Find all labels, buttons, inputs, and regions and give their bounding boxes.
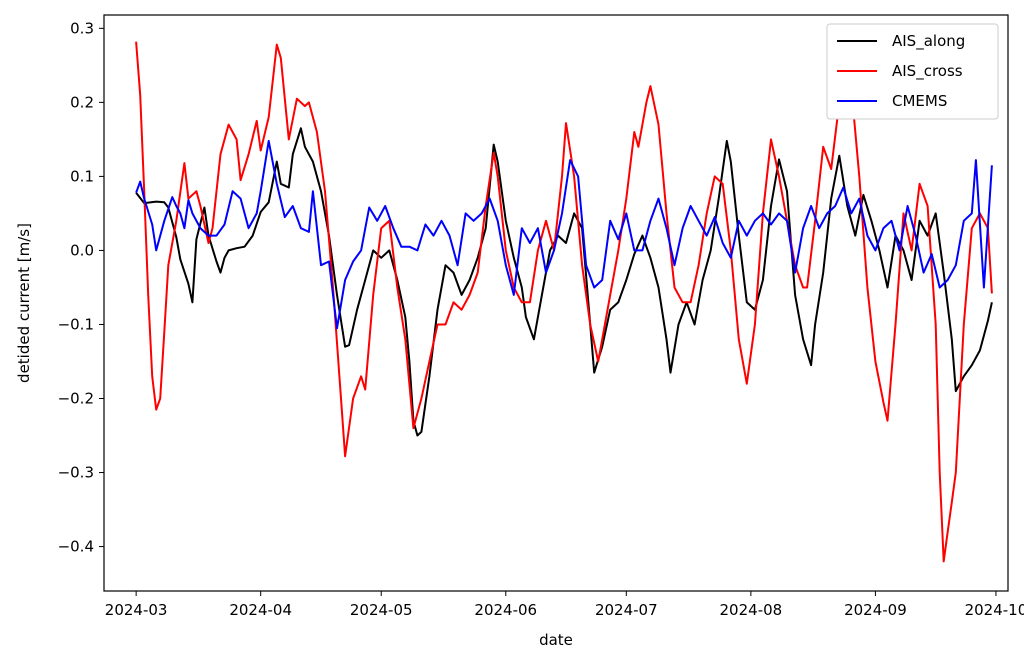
y-tick-label: 0.0: [70, 241, 94, 259]
legend-label: AIS_along: [892, 32, 965, 51]
y-tick-label: −0.3: [58, 464, 94, 482]
x-axis: 2024-03 2024-04 2024-05 2024-06 2024-07 2024-…: [105, 591, 1024, 619]
y-tick-label: −0.1: [58, 315, 94, 333]
plot-frame: [103, 14, 1009, 592]
y-tick-label: −0.4: [58, 538, 94, 556]
y-axis-label: detided current [m/s]: [15, 223, 33, 383]
series-layer: [135, 41, 993, 563]
x-tick-label: 2024-08: [720, 601, 783, 619]
series-line-cmems: [135, 139, 993, 330]
y-tick-label: 0.1: [70, 167, 94, 185]
y-tick-label: −0.2: [58, 390, 94, 408]
y-tick-label: 0.2: [70, 93, 94, 111]
x-tick-label: 2024-05: [350, 601, 413, 619]
legend-label: AIS_cross: [892, 62, 963, 81]
x-tick-label: 2024-10: [965, 601, 1024, 619]
legend-label: CMEMS: [892, 92, 947, 110]
x-tick-label: 2024-06: [474, 601, 537, 619]
x-tick-label: 2024-04: [229, 601, 292, 619]
x-tick-label: 2024-07: [595, 601, 658, 619]
x-tick-label: 2024-09: [844, 601, 907, 619]
legend-box: [826, 23, 999, 120]
series-line-ais-along: [135, 127, 993, 437]
legend: AIS_along AIS_cross CMEMS: [826, 23, 999, 120]
y-tick-label: 0.3: [70, 19, 94, 37]
x-axis-label: date: [539, 631, 573, 649]
x-tick-label: 2024-03: [105, 601, 168, 619]
y-axis: 0.3 0.2 0.1 0.0 −0.1 −0.2 −0.3 −0.4: [58, 19, 104, 556]
